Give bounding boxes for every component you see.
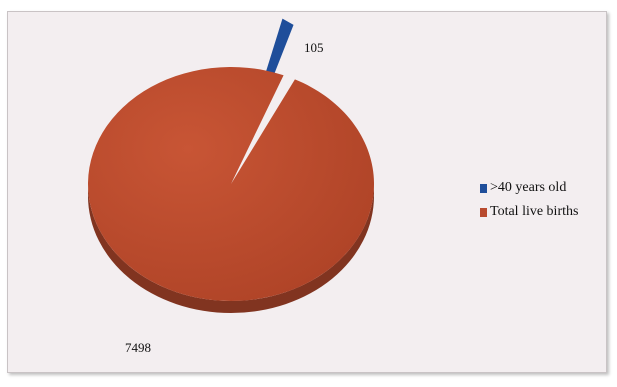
legend-item-over-40: >40 years old	[480, 176, 578, 200]
data-label-over-40: 105	[304, 40, 324, 55]
legend-swatch-total-births	[480, 207, 487, 217]
pie-top	[88, 18, 375, 302]
legend-label-total-births: Total live births	[490, 204, 579, 219]
legend-swatch-over-40	[480, 183, 487, 193]
legend-item-total-births: Total live births	[480, 200, 578, 224]
pie-labels: 105 7498	[125, 40, 324, 355]
pie-slice-total-births	[88, 67, 375, 302]
legend: >40 years old Total live births	[480, 176, 578, 224]
data-label-total-births: 7498	[125, 340, 151, 355]
legend-label-over-40: >40 years old	[490, 180, 567, 195]
